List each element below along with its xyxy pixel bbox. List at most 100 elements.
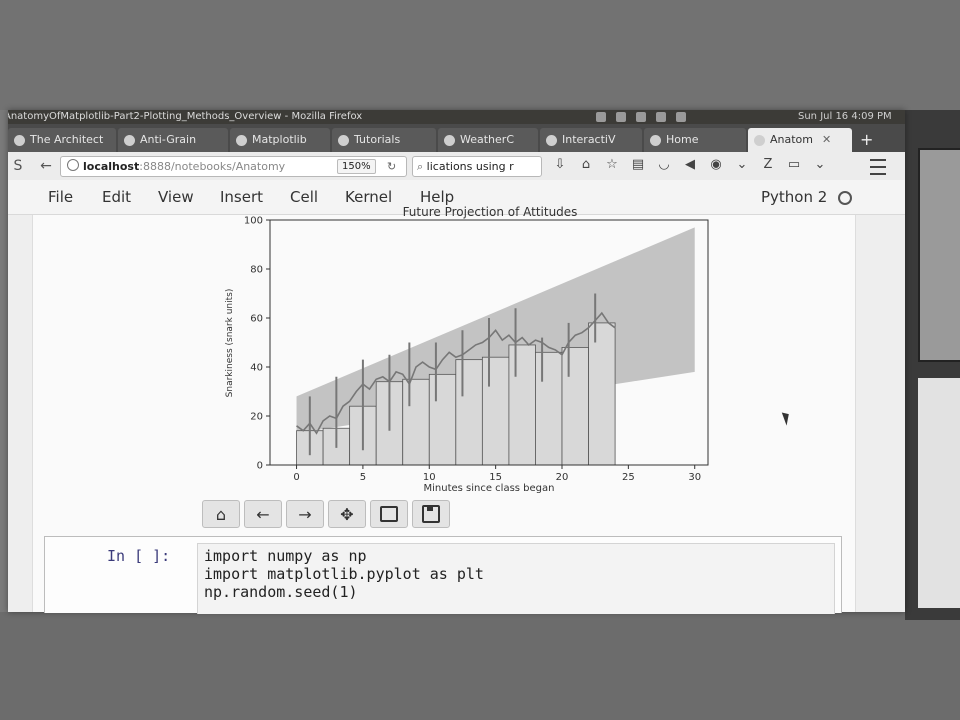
y-tick-label: 40	[250, 363, 263, 374]
url-host: localhost	[83, 160, 140, 173]
tab-home[interactable]: Home	[644, 128, 746, 152]
code-line: import matplotlib.pyplot as plt	[204, 565, 484, 583]
browser-toolbar-icons: ⇩ ⌂ ☆ ▤ ◡ ◀ ◉ ⌄ Z ▭ ⌄	[553, 157, 827, 173]
secondary-monitor-glare	[918, 378, 960, 608]
tab-label: Anatom	[770, 133, 813, 146]
bookmark-star-icon[interactable]: ☆	[606, 157, 618, 172]
tab-anatomy-active[interactable]: Anatom ✕	[748, 128, 852, 152]
keyboard-layout-icon[interactable]	[636, 112, 646, 122]
zoom-level-badge[interactable]: 150%	[337, 159, 376, 174]
photo-background-top	[0, 0, 960, 110]
close-icon[interactable]: ✕	[822, 133, 832, 146]
home-icon[interactable]: ⌂	[202, 500, 240, 528]
output-chart: Future Projection of Attitudes 0 5 10 15 20 2…	[225, 205, 709, 494]
back-arrow-icon[interactable]: ←	[40, 158, 52, 174]
tab-tutorials[interactable]: Tutorials	[332, 128, 436, 152]
tab-label: WeatherC	[460, 133, 514, 146]
x-tick-label: 10	[423, 472, 436, 483]
extension-icon[interactable]: ◉	[710, 157, 722, 172]
y-tick-label: 100	[244, 216, 263, 227]
save-floppy-icon[interactable]	[412, 500, 450, 528]
send-icon[interactable]: ◀	[685, 157, 695, 172]
window-title-bar: AnatomyOfMatplotlib-Part2-Plotting_Metho…	[8, 110, 905, 124]
tab-favicon-icon	[124, 134, 135, 146]
tray-icon[interactable]	[616, 112, 626, 122]
menu-file[interactable]: File	[48, 188, 74, 206]
tray-icon[interactable]	[596, 112, 606, 122]
cell-prompt: In [ ]:	[107, 547, 171, 565]
url-path: :8888/notebooks/Anatomy	[139, 160, 286, 173]
tab-favicon-icon	[338, 134, 349, 146]
menu-view[interactable]: View	[158, 188, 194, 206]
kernel-name: Python 2	[761, 188, 828, 206]
menu-help[interactable]: Help	[420, 188, 455, 206]
network-icon[interactable]	[656, 112, 666, 122]
tab-interactive[interactable]: InteractiV	[540, 128, 642, 152]
new-tab-plus-icon[interactable]: +	[860, 130, 874, 149]
code-cell[interactable]: In [ ]: import numpy as np import matplo…	[44, 536, 842, 614]
bar	[428, 373, 457, 466]
x-axis-label: Minutes since class began	[423, 483, 554, 494]
x-tick-label: 15	[489, 472, 502, 483]
plot-frame	[269, 219, 709, 466]
menu-insert[interactable]: Insert	[220, 188, 264, 206]
x-tick-label: 0	[293, 472, 299, 483]
tab-label: Tutorials	[354, 133, 401, 146]
library-icon[interactable]: ▤	[631, 157, 645, 172]
tab-matplotlib[interactable]: Matplotlib	[230, 128, 330, 152]
bar	[481, 356, 510, 466]
search-icon: ⌕	[417, 160, 424, 173]
tab-weather[interactable]: WeatherC	[438, 128, 538, 152]
menu-edit[interactable]: Edit	[102, 188, 132, 206]
code-editor[interactable]: import numpy as np import matplotlib.pyp…	[197, 543, 835, 614]
overflow-chevron-icon[interactable]: ⌄	[814, 157, 826, 172]
system-tray	[596, 110, 686, 122]
x-tick-label: 30	[688, 472, 701, 483]
system-clock[interactable]: Sun Jul 16 4:09 PM	[798, 111, 892, 122]
y-tick-label: 20	[250, 412, 263, 423]
y-axis-label: Snarkiness (snark units)	[225, 289, 235, 398]
volume-icon[interactable]	[676, 112, 686, 122]
tab-label: Anti-Grain	[140, 133, 197, 146]
tab-the-architect[interactable]: The Architect	[8, 128, 116, 152]
more-extensions-icon[interactable]: ⌄	[736, 157, 748, 172]
tab-label: Home	[666, 133, 699, 146]
screenshot-icon[interactable]: ▭	[787, 157, 801, 172]
tab-favicon-icon	[236, 134, 247, 146]
home-icon[interactable]: ⌂	[581, 157, 591, 172]
series-line	[296, 311, 616, 435]
reload-icon[interactable]: ↻	[387, 160, 397, 173]
sidebar-toggle-icon[interactable]: S	[13, 158, 23, 174]
menu-cell[interactable]: Cell	[290, 188, 319, 206]
tab-label: Matplotlib	[252, 133, 307, 146]
kernel-status-icon	[838, 191, 852, 205]
bar	[402, 378, 430, 466]
download-icon[interactable]: ⇩	[554, 157, 566, 172]
zotero-icon[interactable]: Z	[763, 157, 773, 172]
code-line: import numpy as np	[204, 547, 367, 565]
hamburger-menu-icon[interactable]	[870, 159, 886, 175]
navigation-bar: S ← localhost:8888/notebooks/Anatomy 150…	[8, 152, 905, 181]
photo-background-bottom	[0, 612, 960, 720]
x-tick-label: 20	[556, 472, 569, 483]
x-tick-label: 5	[360, 472, 366, 483]
site-info-icon[interactable]	[67, 159, 79, 171]
menu-kernel[interactable]: Kernel	[345, 188, 393, 206]
back-arrow-icon[interactable]: ←	[244, 500, 282, 528]
pan-move-icon[interactable]: ✥	[328, 500, 366, 528]
url-bar[interactable]: localhost:8888/notebooks/Anatomy 150% ↻	[60, 156, 407, 177]
tab-favicon-icon	[650, 134, 661, 146]
tab-strip: The Architect Anti-Grain Matplotlib Tuto…	[8, 124, 905, 152]
chart-title: Future Projection of Attitudes	[403, 205, 578, 219]
tab-anti-grain[interactable]: Anti-Grain	[118, 128, 228, 152]
search-input[interactable]: ⌕ lications using r	[412, 156, 542, 177]
window-title: AnatomyOfMatplotlib-Part2-Plotting_Metho…	[8, 111, 363, 122]
zoom-rectangle-icon[interactable]	[370, 500, 408, 528]
figure-toolbar: ⌂ ← → ✥	[202, 500, 450, 528]
forward-arrow-icon[interactable]: →	[286, 500, 324, 528]
code-line: np.random.seed(1)	[204, 583, 358, 601]
pocket-icon[interactable]: ◡	[658, 157, 670, 172]
tab-label: The Architect	[30, 133, 104, 146]
y-tick-label: 80	[250, 265, 263, 276]
bar	[588, 322, 616, 466]
